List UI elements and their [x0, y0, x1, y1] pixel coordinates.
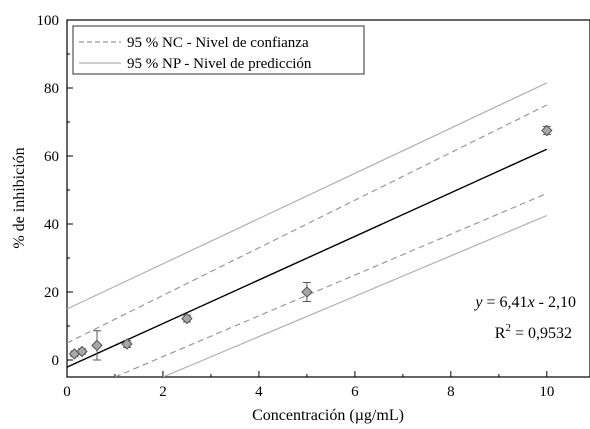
- fit-line: [67, 148, 548, 368]
- y-axis-label: % de inhibición: [11, 147, 28, 248]
- x-tick-label: 4: [255, 384, 263, 400]
- y-tick-label: 60: [44, 149, 59, 165]
- x-axis-label: Concentración (µg/mL): [252, 407, 404, 424]
- data-point: [91, 339, 103, 352]
- legend: 95 % NC - Nivel de confianza 95 % NP - N…: [72, 25, 365, 75]
- legend-label-confidence: 95 % NC - Nivel de confianza: [127, 35, 309, 51]
- confidence-band-lower: [114, 192, 548, 377]
- y-tick-label: 80: [44, 81, 59, 97]
- legend-box: [72, 25, 365, 75]
- x-tick-label: 10: [539, 384, 554, 400]
- plot-frame: [66, 19, 590, 378]
- equation-intercept: - 2,10: [535, 294, 576, 311]
- data-points: [68, 124, 553, 361]
- x-tick-label: 2: [159, 384, 167, 400]
- x-tick-label: 0: [63, 384, 71, 400]
- r2-prefix: R: [495, 325, 506, 342]
- y-tick-label: 0: [52, 353, 60, 369]
- axis-ticks: [66, 19, 548, 377]
- equation-slope: = 6,41: [483, 294, 528, 311]
- prediction-band-lower: [162, 214, 548, 377]
- data-point: [541, 124, 553, 137]
- y-tick-label: 20: [44, 285, 59, 301]
- equation-var-y: y: [473, 294, 483, 311]
- r2-value: = 0,9532: [511, 325, 572, 342]
- prediction-band-upper: [67, 82, 548, 310]
- r2-annotation: R2 = 0,9532: [495, 322, 572, 342]
- bands: [67, 82, 548, 377]
- y-tick-label: 100: [37, 13, 60, 29]
- legend-label-prediction: 95 % NP - Nivel de predicción: [127, 56, 312, 72]
- fit-group: [67, 148, 548, 368]
- y-tick-label: 40: [44, 217, 59, 233]
- data-point: [181, 312, 193, 325]
- r2-superscript: 2: [505, 322, 511, 334]
- x-tick-label: 6: [351, 384, 359, 400]
- data-point: [301, 286, 313, 298]
- x-tick-label: 8: [447, 384, 455, 400]
- equation-var-x: x: [527, 294, 535, 311]
- data-point: [121, 338, 133, 350]
- equation-annotation: y = 6,41x - 2,10: [473, 294, 576, 311]
- data-point: [76, 345, 88, 358]
